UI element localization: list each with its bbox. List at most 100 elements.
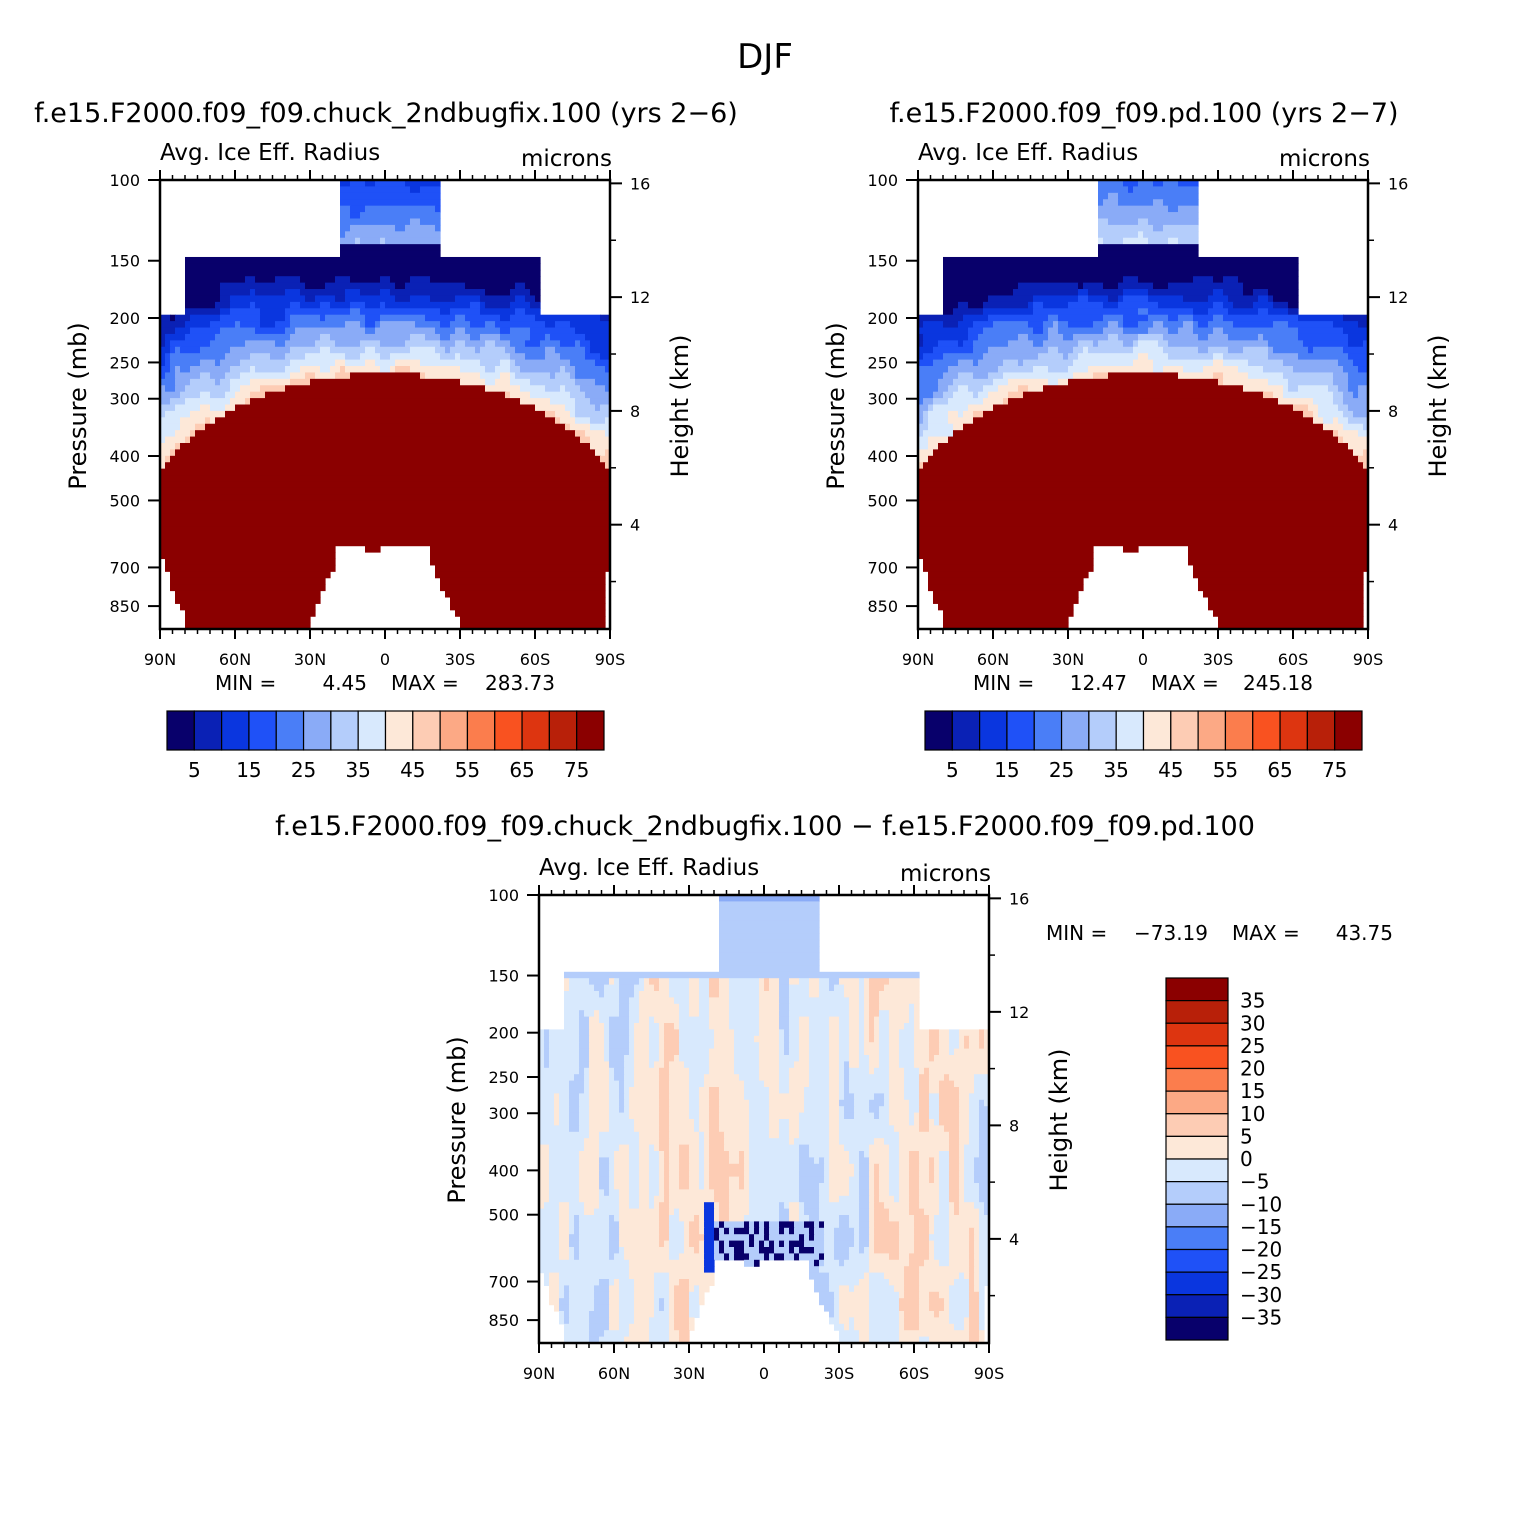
field-cell <box>964 1323 970 1331</box>
field-cell <box>1198 333 1209 341</box>
x-tick-label: 90S <box>595 650 626 669</box>
field-cell <box>1033 340 1044 348</box>
field-cell <box>465 282 516 290</box>
field-cell <box>754 1221 760 1229</box>
field-cell <box>709 1067 735 1075</box>
field-cell <box>220 282 306 290</box>
field-cell <box>824 1259 840 1267</box>
field-cell <box>460 378 486 386</box>
field-cell <box>659 1176 665 1184</box>
field-cell <box>804 1106 830 1114</box>
field-cell <box>874 1183 880 1190</box>
field-cell <box>949 1138 960 1146</box>
field-cell <box>1288 301 1299 309</box>
field-cell <box>874 1016 880 1024</box>
max-label: MAX = <box>391 671 459 695</box>
field-cell <box>859 1208 870 1216</box>
field-cell <box>914 1016 920 1024</box>
field-cell <box>749 1176 800 1184</box>
field-cell <box>689 984 700 992</box>
field-cell <box>964 1144 980 1152</box>
field-cell <box>609 1119 635 1126</box>
field-cell <box>983 327 1034 335</box>
field-cell <box>694 1247 700 1254</box>
field-cell <box>879 1195 895 1203</box>
field-cell <box>923 417 929 425</box>
field-cell <box>719 920 820 928</box>
field-cell <box>190 314 221 322</box>
field-cell <box>929 1125 945 1133</box>
field-cell <box>500 314 511 322</box>
field-cell <box>669 1317 675 1325</box>
field-cell <box>704 1176 710 1184</box>
field-cell <box>649 1163 660 1171</box>
field-cell <box>699 1099 710 1107</box>
field-cell <box>555 417 561 425</box>
colorbar-label: 75 <box>564 758 589 782</box>
field-cell <box>594 1298 610 1306</box>
field-cell <box>345 359 366 367</box>
field-cell <box>1003 359 1019 367</box>
field-cell <box>559 1227 570 1235</box>
field-cell <box>929 1067 990 1075</box>
field-cell <box>869 1234 875 1242</box>
field-cell <box>1348 404 1369 412</box>
field-cell <box>809 1029 830 1037</box>
field-cell <box>360 340 381 348</box>
field-cell <box>539 1195 550 1203</box>
field-cell <box>1028 385 1044 393</box>
field-cell <box>928 410 949 418</box>
field-cell <box>1228 333 1259 341</box>
field-cell <box>849 1074 890 1082</box>
field-cell <box>934 1163 940 1171</box>
field-cell <box>859 1048 865 1056</box>
colorbar-label: 15 <box>994 758 1019 782</box>
field-cell <box>1108 333 1119 341</box>
field-cell <box>959 1112 970 1120</box>
field-cell <box>754 1035 780 1043</box>
field-cell <box>919 1298 930 1306</box>
field-cell <box>699 1138 705 1146</box>
y-tick-label: 700 <box>867 558 898 577</box>
field-cell <box>1153 321 1164 329</box>
field-cell <box>1218 622 1364 630</box>
field-cell <box>569 1221 575 1229</box>
field-cell <box>844 984 860 992</box>
field-cell <box>539 1048 545 1056</box>
field-cell <box>914 1061 990 1069</box>
field-cell <box>954 1202 960 1210</box>
field-cell <box>699 1240 705 1248</box>
field-cell <box>729 1215 745 1222</box>
field-cell <box>819 1215 840 1222</box>
field-cell <box>160 333 166 341</box>
field-cell <box>704 1215 715 1222</box>
field-cell <box>250 353 271 361</box>
field-cell <box>659 978 670 986</box>
field-cell <box>849 1003 860 1011</box>
field-cell <box>530 333 546 341</box>
field-cell <box>305 372 316 380</box>
field-cell <box>689 1112 700 1120</box>
field-cell <box>1033 308 1139 316</box>
axes-layer: 90N 60N 30N 0 30S 60S 90S100150200250300400500… <box>867 170 1408 669</box>
field-cell <box>450 346 476 354</box>
field-cell <box>175 378 191 386</box>
field-cell <box>510 366 521 374</box>
field-cell <box>1198 584 1364 592</box>
field-cell <box>564 1023 580 1030</box>
field-cell <box>654 984 660 992</box>
field-cell <box>919 1093 930 1101</box>
field-cell <box>160 494 611 502</box>
field-cell <box>1268 353 1299 361</box>
field-cell <box>629 1144 640 1152</box>
field-cell <box>564 1003 620 1011</box>
field-cell <box>918 353 924 361</box>
field-cell <box>789 1240 805 1248</box>
field-cell <box>849 1061 860 1069</box>
field-cell <box>909 1106 920 1114</box>
field-cell <box>574 1253 580 1261</box>
field-cell <box>170 577 326 585</box>
field-cell <box>954 1279 970 1286</box>
field-cell <box>220 295 231 303</box>
field-cell <box>894 1125 920 1133</box>
